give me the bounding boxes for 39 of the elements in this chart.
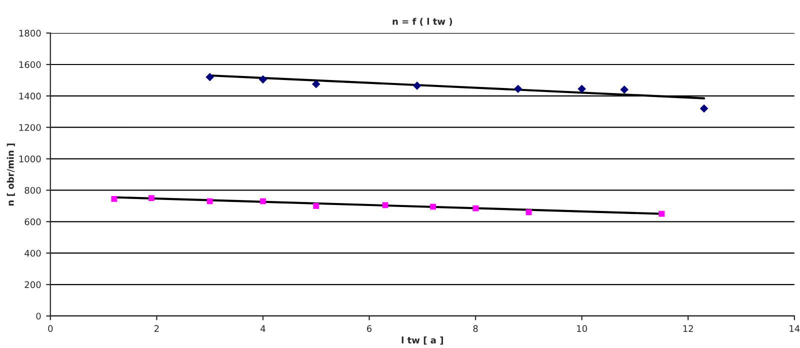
point <box>430 204 436 210</box>
point <box>412 82 422 90</box>
point <box>526 209 532 216</box>
x-tick-label: 8 <box>473 325 478 332</box>
point <box>312 80 320 88</box>
point <box>260 198 266 204</box>
point <box>578 84 586 94</box>
y-tick-label: 0 <box>36 312 41 320</box>
point <box>111 196 118 202</box>
y-axis-title: n [ obr/min ] <box>6 144 15 206</box>
point <box>148 195 154 202</box>
point <box>258 75 268 84</box>
y-tick-label: 400 <box>24 250 41 257</box>
y-tick-label: 200 <box>24 281 41 288</box>
chart-title: n = f ( l tw ) <box>392 18 452 26</box>
y-tick-label: 1800 <box>19 30 41 37</box>
point <box>206 198 213 204</box>
y-tick-label: 1600 <box>19 61 41 68</box>
y-tick-label: 1000 <box>19 156 41 162</box>
y-tick-label: 600 <box>24 218 41 226</box>
x-tick-label: 10 <box>577 325 587 332</box>
x-tick-label: 6 <box>367 325 372 332</box>
y-tick-label: 1200 <box>19 124 41 131</box>
x-tick-label: 12 <box>683 325 693 332</box>
point <box>472 205 478 212</box>
point <box>658 210 664 217</box>
y-tick-label: 1400 <box>19 92 41 100</box>
x-tick-label: 2 <box>154 325 159 332</box>
point <box>700 104 708 113</box>
point <box>382 202 388 208</box>
point <box>620 85 629 94</box>
x-tick-label: 14 <box>790 325 800 332</box>
x-tick-label: 0 <box>48 325 53 332</box>
x-axis-title: l tw [ a ] <box>402 336 443 345</box>
point <box>313 203 320 209</box>
point <box>514 84 522 94</box>
x-tick-label: 4 <box>260 325 266 332</box>
y-tick-label: 800 <box>24 186 41 194</box>
point <box>206 72 214 82</box>
